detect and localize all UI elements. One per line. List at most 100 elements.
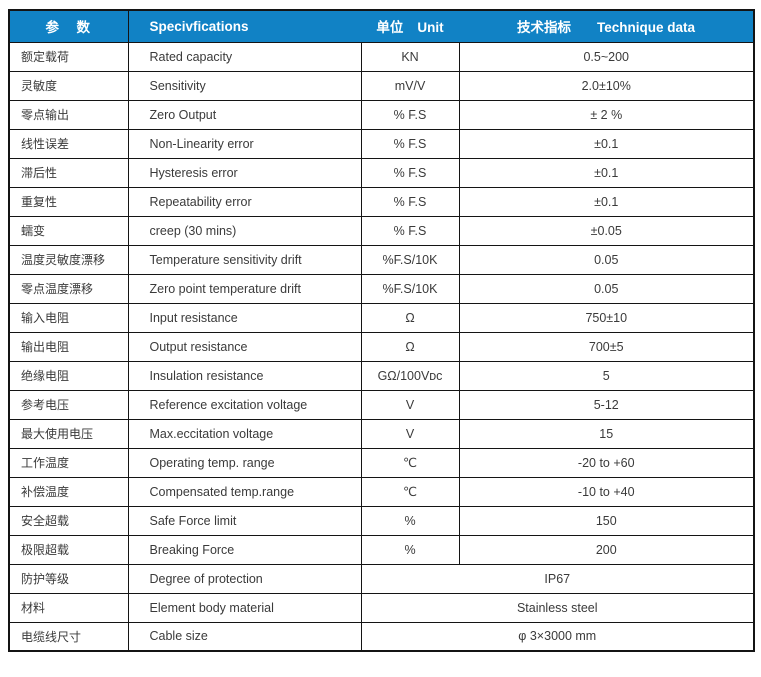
parameter-cell: 线性误差 (8, 128, 129, 159)
value-cell: -20 to +60 (458, 447, 755, 478)
header-technique-pair: 技术指标 Technique data (517, 20, 695, 35)
value-cell: ±0.1 (458, 186, 755, 217)
table-row: 补偿温度 Compensated temp.range ℃ -10 to +40 (8, 476, 755, 507)
value-cell: 200 (458, 534, 755, 565)
value-cell: ±0.1 (458, 128, 755, 159)
parameter-cell: 极限超载 (8, 534, 129, 565)
specification-cell: Safe Force limit (127, 505, 362, 536)
value-cell: 5 (458, 360, 755, 391)
parameter-cell: 安全超载 (8, 505, 129, 536)
header-unit-pair: 单位 Unit (376, 20, 443, 35)
value-cell: 0.05 (458, 244, 755, 275)
unit-cell: % (360, 534, 460, 565)
value-cell: 5-12 (458, 389, 755, 420)
specification-cell: Input resistance (127, 302, 362, 333)
header-unit-en: Unit (417, 20, 444, 36)
value-cell: 2.0±10% (458, 70, 755, 101)
table-row: 额定载荷 Rated capacity KN 0.5~200 (8, 41, 755, 72)
unit-cell: % F.S (360, 215, 460, 246)
value-cell: -10 to +40 (458, 476, 755, 507)
unit-cell: V (360, 418, 460, 449)
header-row: 参 数 Specivfications 单位 Unit 技术指标 Technique… (9, 10, 754, 42)
table-row: 最大使用电压 Max.eccitation voltage V 15 (8, 418, 755, 449)
table-row: 防护等级 Degree of protection IP67 (8, 563, 755, 594)
parameter-cell: 零点温度漂移 (8, 273, 129, 304)
table-row: 极限超载 Breaking Force% 200 (8, 534, 755, 565)
table-row: 安全超载 Safe Force limit% 150 (8, 505, 755, 536)
specification-cell: Repeatability error (127, 186, 362, 217)
table-header: 参 数 Specivfications 单位 Unit 技术指标 Technique… (9, 10, 754, 42)
table-row: 绝缘电阻 Insulation resistance GΩ/100Vᴅᴄ 5 (8, 360, 755, 391)
header-unit: 单位 Unit (361, 10, 459, 42)
parameter-cell: 材料 (8, 592, 129, 623)
parameter-cell: 防护等级 (8, 563, 129, 594)
header-specifications: Specivfications (128, 10, 361, 42)
specification-cell: Operating temp. range (127, 447, 362, 478)
unit-cell: % (360, 505, 460, 536)
specification-cell: Zero point temperature drift (127, 273, 362, 304)
specification-cell: Sensitivity (127, 70, 362, 101)
parameter-cell: 输出电阻 (8, 331, 129, 362)
specification-cell: Element body material (127, 592, 362, 623)
parameter-cell: 补偿温度 (8, 476, 129, 507)
unit-cell: %F.S/10K (360, 273, 460, 304)
value-cell-merged: Stainless steel (360, 592, 755, 623)
specification-cell: Compensated temp.range (127, 476, 362, 507)
table-row: 重复性 Repeatability error% F.S ±0.1 (8, 186, 755, 217)
value-cell-merged: IP67 (360, 563, 755, 594)
value-cell: ±0.1 (458, 157, 755, 188)
specification-cell: Hysteresis error (127, 157, 362, 188)
header-technique-data: 技术指标 Technique data (459, 10, 754, 42)
table-row: 参考电压 Reference excitation voltage V 5-12 (8, 389, 755, 420)
parameter-cell: 电缆线尺寸 (8, 621, 129, 652)
unit-cell: GΩ/100Vᴅᴄ (360, 360, 460, 391)
table-row: 线性误差 Non-Linearity error% F.S ±0.1 (8, 128, 755, 159)
value-cell: 750±10 (458, 302, 755, 333)
value-cell: 0.05 (458, 273, 755, 304)
table-row: 电缆线尺寸 Cable size φ 3×3000 mm (8, 621, 755, 652)
unit-cell: % F.S (360, 128, 460, 159)
specification-cell: creep (30 mins) (127, 215, 362, 246)
parameter-cell: 滞后性 (8, 157, 129, 188)
unit-cell: KN (360, 41, 460, 72)
table-row: 零点温度漂移 Zero point temperature drift %F.S/1… (8, 273, 755, 304)
parameter-cell: 最大使用电压 (8, 418, 129, 449)
specification-cell: Rated capacity (127, 41, 362, 72)
spec-table-rows: 额定载荷 Rated capacity KN 0.5~200 灵敏度 Sensitivit… (8, 41, 755, 652)
unit-cell: % F.S (360, 99, 460, 130)
parameter-cell: 蠕变 (8, 215, 129, 246)
value-cell: ± 2 % (458, 99, 755, 130)
specification-cell: Breaking Force (127, 534, 362, 565)
unit-cell: ℃ (360, 447, 460, 478)
parameter-cell: 额定载荷 (8, 41, 129, 72)
specification-cell: Non-Linearity error (127, 128, 362, 159)
header-specifications-label: Specivfications (149, 18, 249, 34)
table-row: 零点输出 Zero Output% F.S ± 2 % (8, 99, 755, 130)
specification-cell: Reference excitation voltage (127, 389, 362, 420)
unit-cell: V (360, 389, 460, 420)
parameter-cell: 绝缘电阻 (8, 360, 129, 391)
parameter-cell: 温度灵敏度漂移 (8, 244, 129, 275)
specification-cell: Output resistance (127, 331, 362, 362)
specification-cell: Cable size (127, 621, 362, 652)
unit-cell: ℃ (360, 476, 460, 507)
specification-cell: Insulation resistance (127, 360, 362, 391)
value-cell: 0.5~200 (458, 41, 755, 72)
header-technique-en: Technique data (596, 20, 695, 36)
unit-cell: %F.S/10K (360, 244, 460, 275)
parameter-cell: 重复性 (8, 186, 129, 217)
unit-cell: % F.S (360, 186, 460, 217)
value-cell: 700±5 (458, 331, 755, 362)
value-cell: 150 (458, 505, 755, 536)
table-row: 温度灵敏度漂移 Temperature sensitivity drift %F.S… (8, 244, 755, 275)
parameter-cell: 灵敏度 (8, 70, 129, 101)
value-cell: 15 (458, 418, 755, 449)
unit-cell: Ω (360, 331, 460, 362)
table-row: 蠕变 creep (30 mins)% F.S ±0.05 (8, 215, 755, 246)
parameter-cell: 零点输出 (8, 99, 129, 130)
header-unit-zh: 单位 (376, 20, 404, 36)
value-cell: ±0.05 (458, 215, 755, 246)
table-row: 滞后性 Hysteresis error% F.S ±0.1 (8, 157, 755, 188)
unit-cell: Ω (360, 302, 460, 333)
